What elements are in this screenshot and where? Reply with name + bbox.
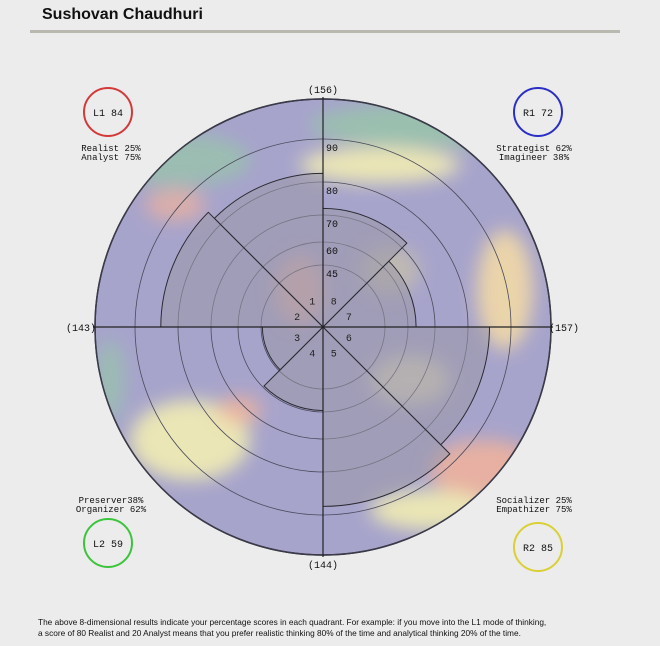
ring-label: 80 xyxy=(326,187,338,198)
quadrant-l2-line2: Organizer 62% xyxy=(76,505,147,515)
quadrant-l1-badge: L1 84 xyxy=(93,109,123,120)
quadrant-l2: Preserver38% Organizer 62% L2 59 xyxy=(76,496,147,568)
sector-number: 5 xyxy=(331,349,337,360)
quadrant-l1-line1: Realist 25% xyxy=(81,144,141,154)
quadrant-r1-line2: Imagineer 38% xyxy=(499,153,570,163)
sector-number: 8 xyxy=(331,298,337,309)
quadrant-r2-line1: Socializer 25% xyxy=(496,496,572,506)
quadrant-l1-line2: Analyst 75% xyxy=(81,153,141,163)
quadrant-l2-line1: Preserver38% xyxy=(79,496,144,506)
sector-number: 2 xyxy=(294,313,300,324)
sector-bar-strategist xyxy=(322,207,408,329)
footnote: The above 8-dimensional results indicate… xyxy=(38,617,638,638)
sector-numbers: 12 34 56 78 xyxy=(294,298,352,361)
ring-label: 45 xyxy=(326,270,338,281)
quadrant-l1: L1 84 Realist 25% Analyst 75% xyxy=(81,87,141,163)
heat-blob xyxy=(145,189,205,221)
ring-tick-labels: 45 60 70 80 90 xyxy=(326,144,338,281)
axis-total-right: (157) xyxy=(549,323,579,335)
quadrant-r2: Socializer 25% Empathizer 75% R2 85 xyxy=(496,496,572,572)
page-title: Sushovan Chaudhuri xyxy=(42,6,203,23)
footnote-line-1: The above 8-dimensional results indicate… xyxy=(38,617,547,627)
quadrant-r2-badge: R2 85 xyxy=(523,544,553,555)
quadrant-l2-badge: L2 59 xyxy=(93,540,123,551)
sector-number: 3 xyxy=(294,334,300,345)
sector-bar-analyst xyxy=(160,211,325,328)
quadrant-axes xyxy=(93,97,553,557)
quadrant-l2-badge-ring xyxy=(83,518,133,568)
sector-bars xyxy=(160,172,491,507)
sector-number: 6 xyxy=(346,334,352,345)
sector-bar-empathizer xyxy=(321,326,491,446)
sector-number: 7 xyxy=(346,313,352,324)
title-divider xyxy=(30,30,620,33)
quadrant-r2-badge-ring xyxy=(513,522,563,572)
axis-total-bottom: (144) xyxy=(308,560,338,572)
quadrant-r2-line2: Empathizer 75% xyxy=(496,505,572,515)
ring-label: 60 xyxy=(326,247,338,258)
quadrant-r1: R1 72 Strategist 62% Imagineer 38% xyxy=(496,87,572,163)
sector-bar-socializer xyxy=(322,325,451,507)
quadrant-r1-line1: Strategist 62% xyxy=(496,144,572,154)
heat-blob xyxy=(477,230,533,350)
sector-number: 1 xyxy=(309,298,315,309)
heat-blob xyxy=(218,396,262,424)
sector-bar-organizer xyxy=(263,325,324,411)
heat-blob xyxy=(300,147,460,183)
axis-total-top: (156) xyxy=(308,85,338,97)
ring-label: 90 xyxy=(326,144,338,155)
sector-bar-imagineer xyxy=(321,260,417,328)
axis-total-left: (143) xyxy=(66,323,96,335)
footnote-line-2: a score of 80 Realist and 20 Analyst mea… xyxy=(38,627,521,638)
quadrant-l1-badge-ring xyxy=(83,87,133,137)
quadrant-r1-badge-ring xyxy=(513,87,563,137)
quadrant-r1-badge: R1 72 xyxy=(523,109,553,120)
heat-blob xyxy=(370,490,490,530)
sector-bar-realist xyxy=(213,172,324,329)
sector-number: 4 xyxy=(309,349,315,360)
ring-label: 70 xyxy=(326,220,338,231)
